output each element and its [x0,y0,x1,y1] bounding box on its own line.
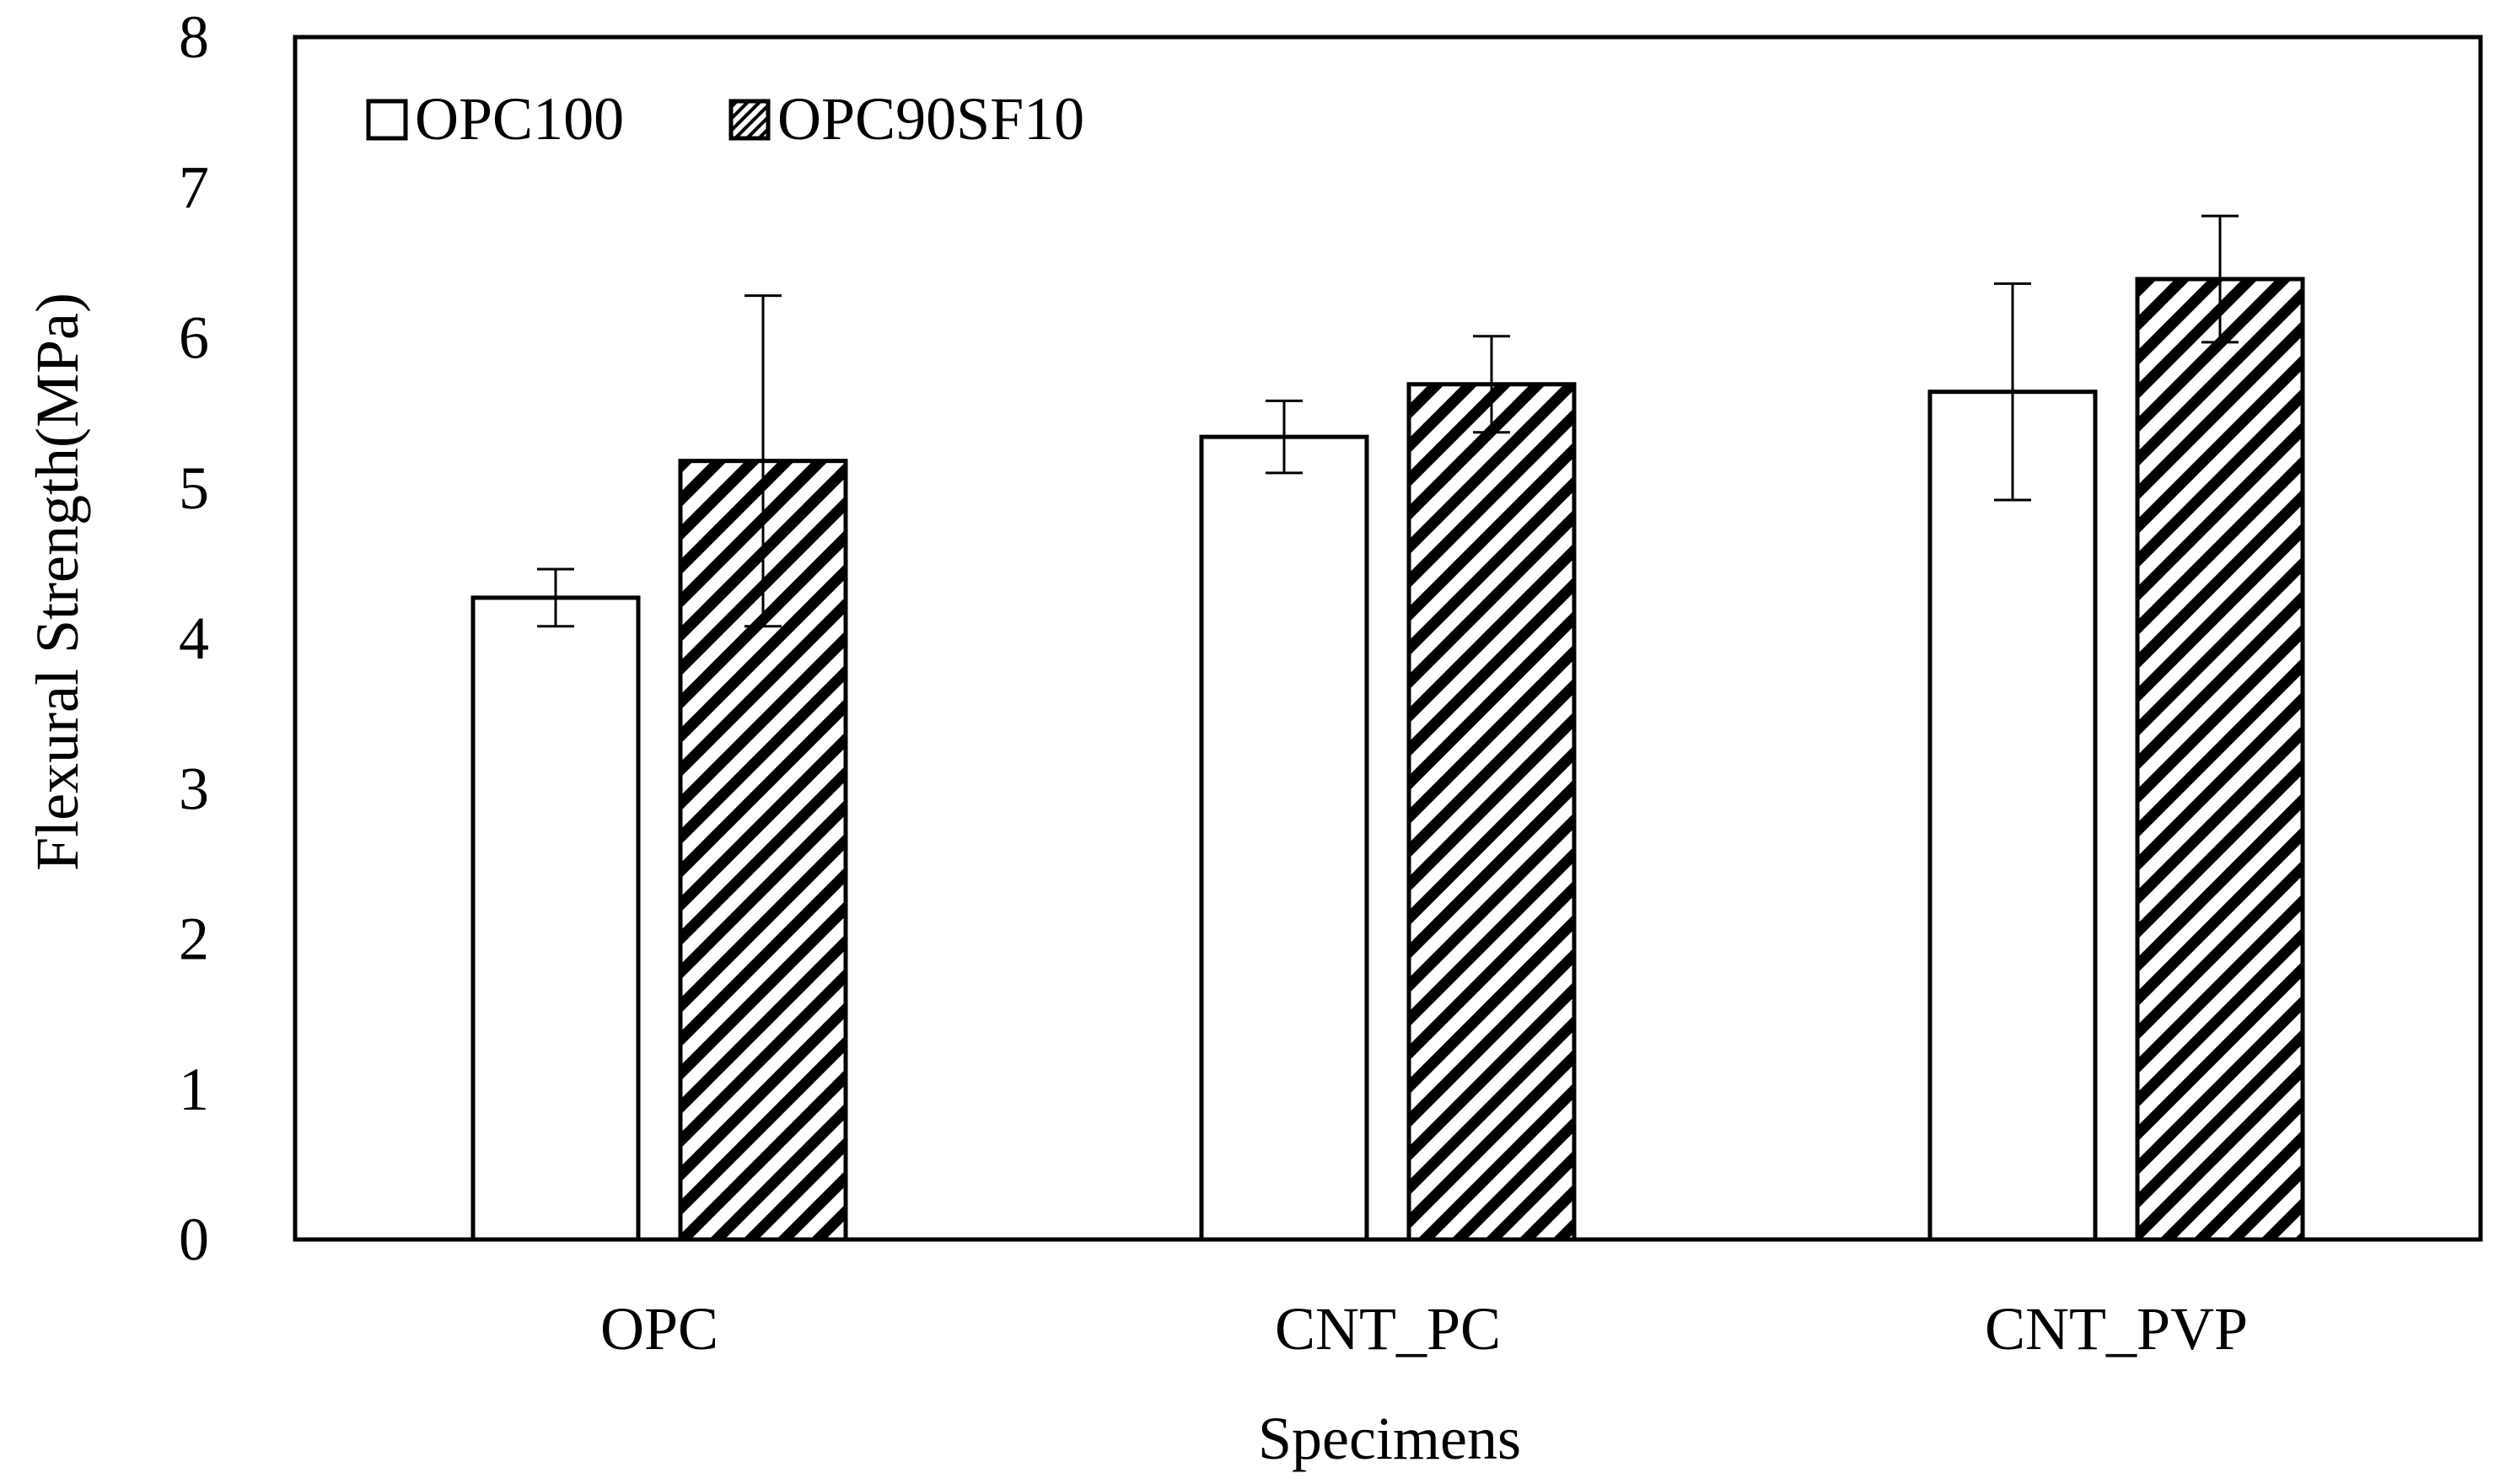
y-axis-label: Flexural Strength(MPa) [24,293,91,871]
legend-swatch-opc90sf10 [728,99,771,141]
y-tick-label: 6 [179,304,209,372]
y-tick-label: 5 [179,454,209,522]
bar-opc100-cnt_pvp [1927,390,2098,1242]
y-tick-label: 0 [179,1206,209,1273]
bar-opc100-cnt_pc [1199,434,1369,1242]
bar-opc90sf10-cnt_pvp [2135,277,2305,1242]
legend-label-opc90sf10: OPC90SF10 [777,85,1084,153]
y-tick-label: 2 [179,906,209,973]
x-tick-label: CNT_PVP [1985,1295,2248,1363]
y-tick-label: 1 [179,1056,209,1123]
bar-opc90sf10-cnt_pc [1406,382,1577,1242]
x-axis-label: Specimens [1258,1405,1521,1472]
x-tick-label: CNT_PC [1275,1295,1501,1363]
plot-area-frame [293,35,2483,1242]
y-tick-label: 3 [179,755,209,822]
x-tick-label: OPC [600,1295,718,1363]
legend-label-opc100: OPC100 [415,85,624,153]
y-tick-label: 8 [179,3,209,71]
bar-opc100-opc [470,595,641,1242]
legend-swatch-opc100 [366,99,408,141]
y-tick-label: 7 [179,153,209,221]
y-tick-label: 4 [179,605,209,672]
